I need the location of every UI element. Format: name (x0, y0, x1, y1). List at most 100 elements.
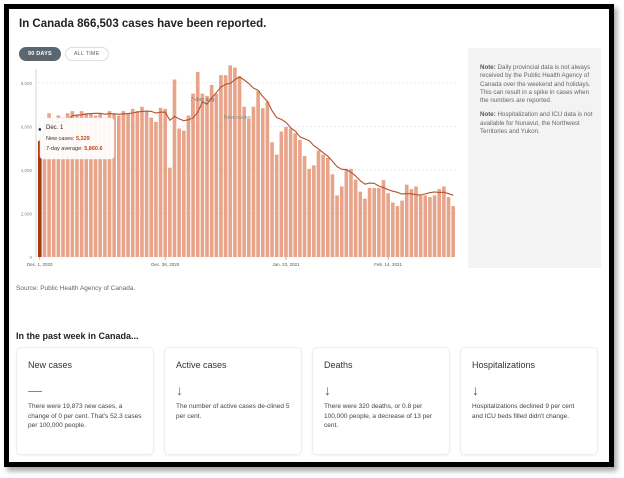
bar (423, 195, 428, 257)
bar (223, 75, 228, 258)
bar (404, 184, 409, 257)
tooltip-box (39, 117, 115, 160)
bar (75, 115, 79, 257)
card-title: Hospitalizations (472, 360, 536, 370)
bar (126, 113, 130, 257)
bar (367, 187, 372, 257)
bar (70, 111, 75, 257)
bar (89, 113, 93, 257)
card-title: New cases (28, 360, 73, 370)
source-text: Source: Public Health Agency of Canada. (16, 285, 136, 292)
bar (256, 90, 260, 257)
y-tick-label: 6,000 (21, 124, 33, 129)
bar (446, 197, 451, 257)
summary-cards: New cases — There were 19,873 new cases,… (16, 347, 598, 455)
bar (395, 206, 400, 257)
bar (344, 168, 349, 257)
bars-annotation: New cases (224, 115, 251, 121)
bar (42, 119, 47, 257)
bar (432, 195, 437, 257)
bar (191, 93, 195, 257)
tooltip-marker (38, 128, 42, 131)
x-tick-label: Jan. 23, 2021 (272, 262, 300, 267)
card-text: There were 320 deaths, or 0.8 per 100,00… (324, 403, 433, 429)
bar (414, 186, 418, 257)
page-frame: In Canada 866,503 cases have been report… (4, 4, 614, 467)
bar (321, 154, 325, 257)
card-hospitalizations: Hospitalizations ↓ Hospitalizations decl… (460, 347, 598, 455)
bar (121, 111, 126, 257)
bar (307, 168, 312, 257)
bar (330, 174, 335, 257)
bar (349, 168, 353, 257)
bar (177, 128, 181, 257)
bar (144, 111, 149, 257)
dash-icon: — (28, 382, 42, 398)
bar (358, 191, 363, 257)
bar (158, 107, 163, 257)
bar (335, 195, 339, 257)
bar (274, 154, 279, 257)
bar (61, 117, 65, 257)
avg-annotation: 7-day avg. (190, 97, 216, 103)
bar (418, 195, 423, 257)
bar (116, 115, 121, 257)
bar (242, 106, 246, 257)
bar (302, 155, 307, 257)
bar (186, 115, 191, 257)
bar (293, 133, 298, 257)
bar (181, 130, 186, 257)
bar (288, 128, 293, 257)
card-deaths: Deaths ↓ There were 320 deaths, or 0.8 p… (312, 347, 450, 455)
cases-chart[interactable]: 0 2,000 4,000 6,000 8,000 Dec. 1, 2020 Dec. 28… (14, 61, 464, 271)
bar (149, 117, 154, 257)
bar (200, 93, 205, 257)
bar (390, 202, 395, 257)
tab-all-time[interactable]: ALL TIME (64, 47, 109, 61)
card-text: The number of active cases de-clined 5 p… (176, 403, 290, 420)
bar (437, 189, 442, 257)
bar (279, 131, 284, 257)
bar (233, 67, 237, 258)
bar (84, 113, 89, 257)
avg-line (39, 76, 454, 196)
bar (103, 117, 107, 257)
x-tick-label: Feb. 14, 2021 (374, 262, 402, 267)
bar (325, 157, 330, 257)
section-title: In the past week in Canada... (16, 331, 139, 341)
card-title: Active cases (176, 360, 227, 370)
note-panel: Note: Daily provincial data is not alway… (468, 48, 601, 268)
bar (65, 113, 70, 257)
bar (214, 93, 219, 257)
y-tick-label: 4,000 (21, 168, 33, 173)
note-2: Note: Hospitalization and ICU data is no… (480, 111, 593, 136)
bar (316, 150, 321, 257)
bar (47, 113, 51, 257)
bar (312, 165, 316, 257)
card-text: There were 19,873 new cases, a change of… (28, 403, 142, 429)
note-1: Note: Daily provincial data is not alway… (480, 64, 591, 105)
bar (38, 140, 42, 257)
bar (154, 121, 158, 257)
bar (386, 193, 390, 257)
bar (251, 106, 256, 257)
bar (260, 108, 265, 257)
card-new-cases: New cases — There were 19,873 new cases,… (16, 347, 154, 455)
bar (140, 106, 144, 257)
bar (372, 187, 377, 257)
bar (442, 186, 446, 257)
bar (79, 111, 84, 257)
bar (339, 186, 344, 257)
bar (98, 113, 103, 257)
bar (163, 108, 168, 258)
bar (451, 206, 455, 257)
bar (270, 142, 274, 257)
range-tabs: 90 DAYS ALL TIME (19, 47, 109, 61)
tab-90-days[interactable]: 90 DAYS (19, 47, 61, 61)
bar (93, 115, 98, 257)
bar (168, 167, 172, 257)
bar (228, 65, 233, 257)
card-title: Deaths (324, 360, 353, 370)
bar (219, 75, 223, 258)
y-tick-label: 8,000 (21, 81, 33, 86)
